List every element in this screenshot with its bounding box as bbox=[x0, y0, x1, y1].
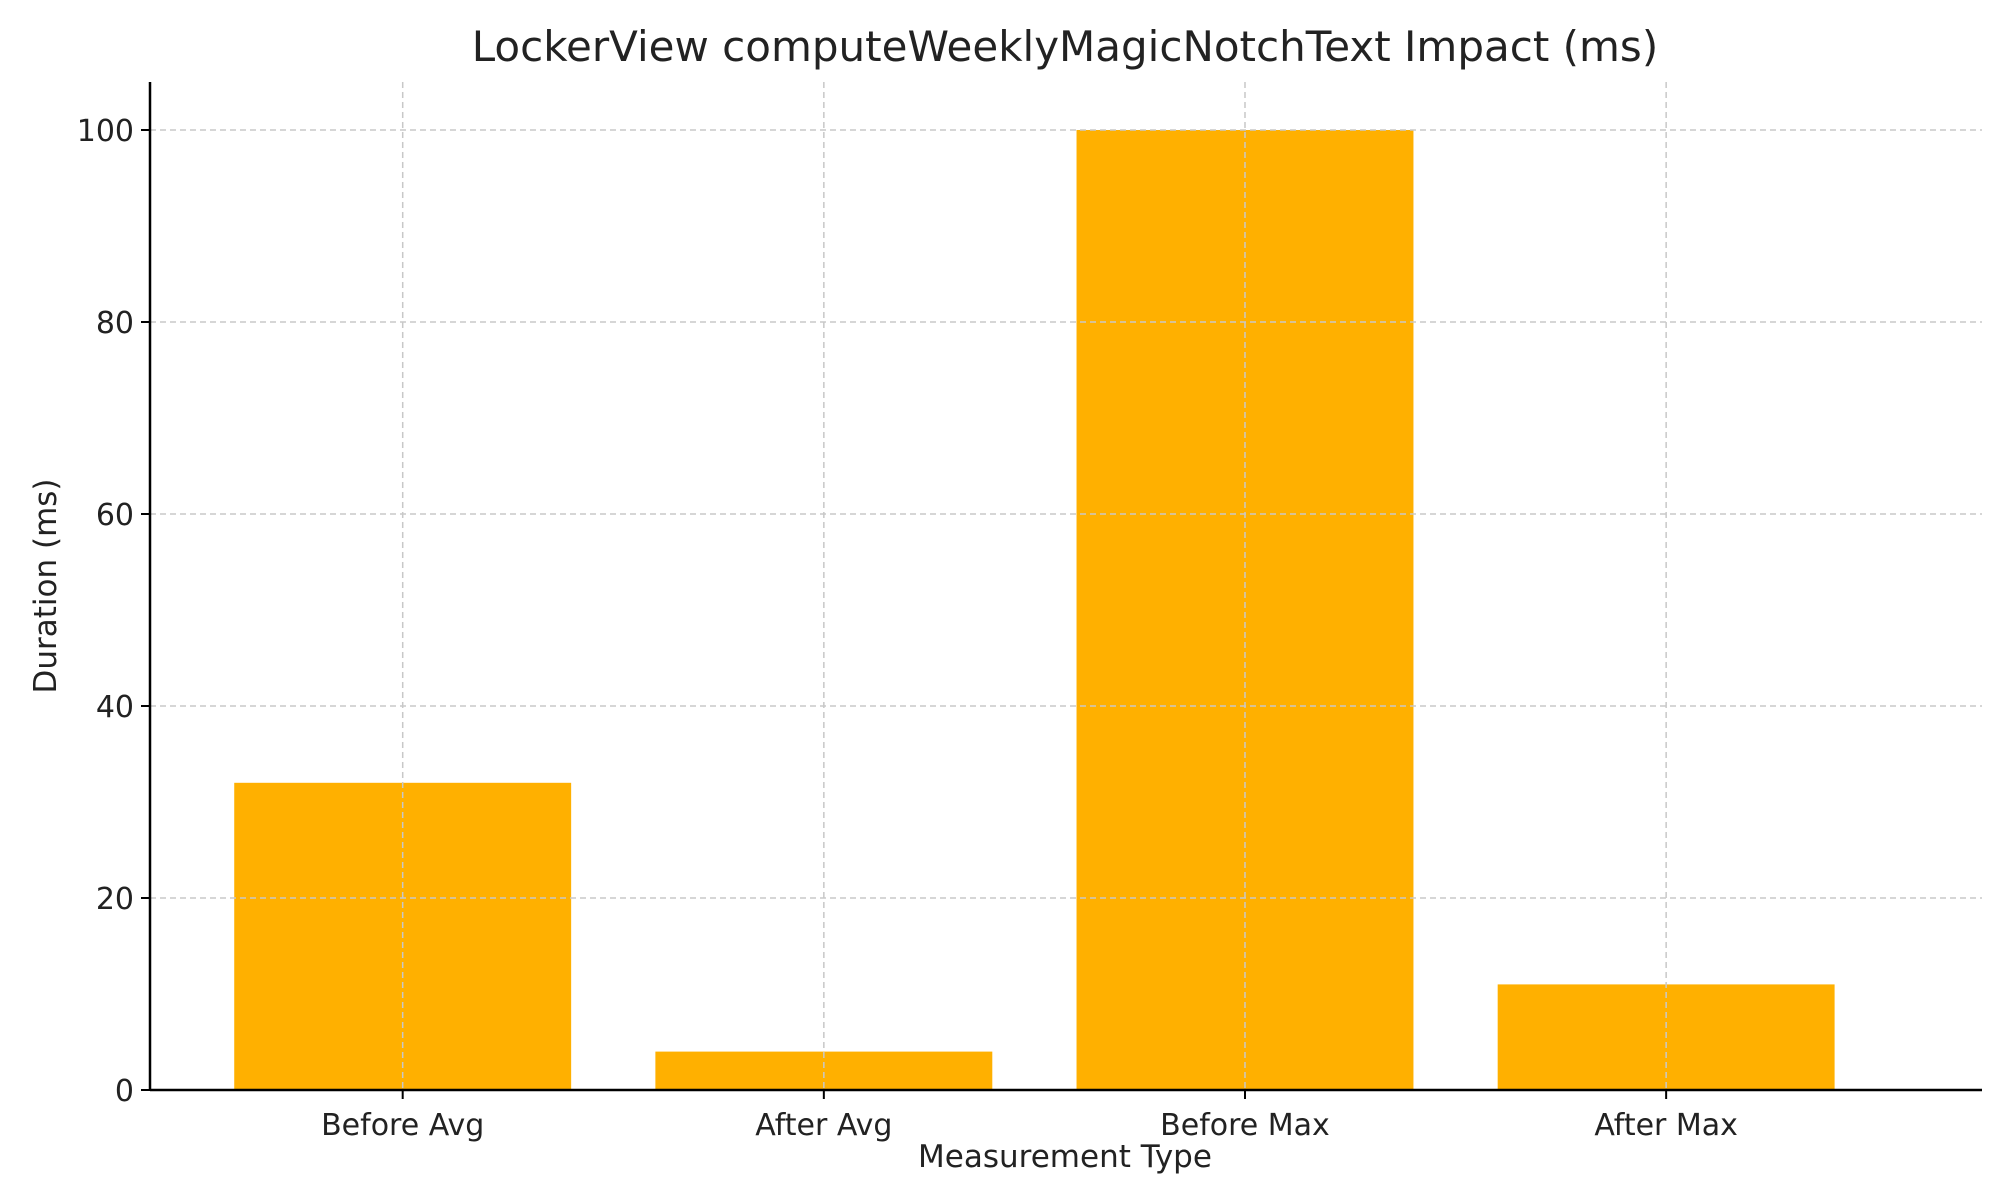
y-tick-label: 20 bbox=[96, 882, 134, 917]
y-axis-label: Duration (ms) bbox=[28, 478, 64, 693]
chart-title: LockerView computeWeeklyMagicNotchText I… bbox=[472, 22, 1658, 71]
y-tick-label: 60 bbox=[96, 498, 134, 533]
y-tick-label: 40 bbox=[96, 690, 134, 725]
x-tick-label: Before Avg bbox=[321, 1108, 484, 1143]
axes-layer bbox=[148, 82, 1982, 1092]
x-tick-label: After Max bbox=[1594, 1108, 1738, 1143]
bars-layer bbox=[234, 130, 1835, 1090]
x-axis-label: Measurement Type bbox=[918, 1139, 1212, 1175]
ticks-layer: 0 20 40 60 80 100 Before Avg After Avg Before Ma… bbox=[77, 114, 1738, 1143]
y-tick-label: 100 bbox=[77, 114, 134, 149]
y-tick-label: 0 bbox=[115, 1074, 134, 1109]
y-tick-label: 80 bbox=[96, 306, 134, 341]
grid-layer bbox=[150, 82, 1982, 1090]
bar-before-max bbox=[1076, 130, 1414, 1090]
x-tick-label: Before Max bbox=[1160, 1108, 1330, 1143]
x-tick-label: After Avg bbox=[755, 1108, 892, 1143]
